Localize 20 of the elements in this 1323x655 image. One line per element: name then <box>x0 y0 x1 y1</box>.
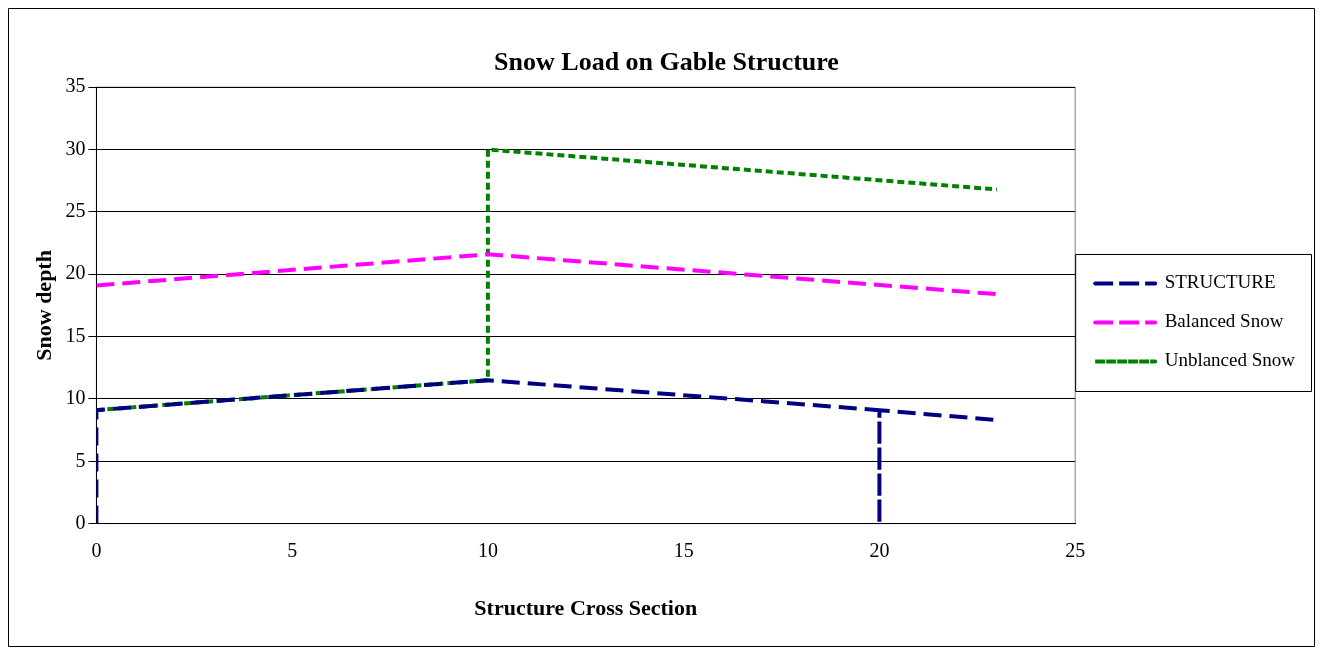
y-tick-label: 10 <box>65 386 86 409</box>
x-tick-label: 15 <box>673 538 694 561</box>
y-tick-label: 20 <box>65 261 86 284</box>
y-tick-label: 0 <box>75 510 86 533</box>
chart-title: Snow Load on Gable Structure <box>494 47 839 77</box>
y-tick-label: 15 <box>65 323 86 346</box>
x-axis-title: Structure Cross Section <box>474 595 698 621</box>
legend-label: Unblanced Snow <box>1164 349 1296 371</box>
x-tick-label: 5 <box>287 538 298 561</box>
y-tick-label: 25 <box>65 199 86 222</box>
y-tick-label: 5 <box>75 448 86 471</box>
legend-label: Balanced Snow <box>1164 310 1284 332</box>
y-axis-title: Snow depth <box>30 250 56 361</box>
x-tick-label: 10 <box>477 538 498 561</box>
x-tick-label: 20 <box>869 538 890 561</box>
y-tick-label: 30 <box>65 136 86 159</box>
x-tick-label: 25 <box>1065 538 1086 561</box>
legend-label: STRUCTURE <box>1164 271 1276 293</box>
x-tick-label: 0 <box>91 538 102 561</box>
y-tick-label: 35 <box>65 74 86 97</box>
